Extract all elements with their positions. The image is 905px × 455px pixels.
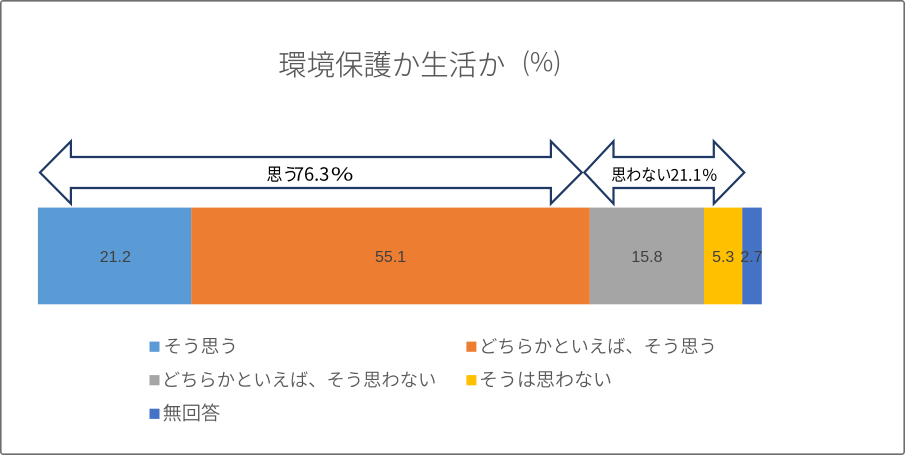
svg-text:2.7: 2.7 xyxy=(740,249,762,266)
svg-text:55.1: 55.1 xyxy=(375,249,406,266)
svg-text:5.3: 5.3 xyxy=(712,249,734,266)
svg-text:15.8: 15.8 xyxy=(631,249,662,266)
svg-text:21.2: 21.2 xyxy=(100,249,131,266)
